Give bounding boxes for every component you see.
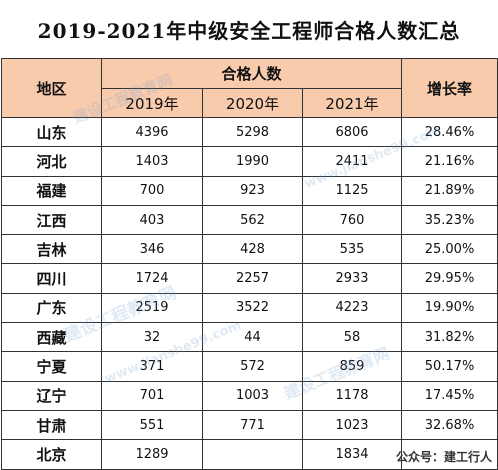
value-2019-cell: 346 [101,234,203,265]
header-year-2019: 2019年 [101,88,203,118]
table-row: 吉林 346 428 535 25.00% [1,234,498,265]
growth-cell: 32.68% [401,409,498,441]
region-cell: 西藏 [1,322,102,353]
header-region: 地区 [1,58,102,118]
region-cell: 福建 [1,175,102,206]
value-2021-cell: 1834 [301,439,403,470]
header-year-2020: 2020年 [202,88,303,118]
region-cell: 甘肃 [1,409,102,441]
region-cell: 广东 [1,292,102,324]
header-pass-count: 合格人数 [100,58,403,89]
table-row: 山东 4396 5298 6806 28.46% [1,116,498,148]
growth-cell: 17.45% [401,380,498,411]
value-2021-cell: 2411 [301,146,403,177]
growth-cell: 31.82% [401,322,498,353]
value-2019-cell: 1289 [101,439,203,470]
table-row: 江西 403 562 760 35.23% [1,204,498,236]
value-2021-cell: 859 [301,351,403,382]
value-2020-cell: 428 [202,234,303,265]
value-2021-cell: 4223 [301,292,403,324]
value-2019-cell: 32 [101,322,203,353]
value-2019-cell: 403 [101,204,203,236]
value-2021-cell: 760 [301,204,403,236]
value-2021-cell: 58 [301,322,403,353]
value-2021-cell: 2933 [301,263,403,294]
table-row: 宁夏 371 572 859 50.17% [1,351,498,382]
region-cell: 辽宁 [1,380,102,411]
value-2019-cell: 1403 [101,146,203,177]
header-growth: 增长率 [401,58,498,118]
value-2020-cell [202,439,303,470]
value-2019-cell: 551 [101,409,203,441]
growth-cell: 21.89% [401,175,498,206]
table-row: 甘肃 551 771 1023 32.68% [1,409,498,441]
value-2019-cell: 2519 [101,292,203,324]
table-row: 广东 2519 3522 4223 19.90% [1,292,498,324]
growth-cell: 50.17% [401,351,498,382]
value-2021-cell: 1023 [301,409,403,441]
value-2020-cell: 3522 [202,292,303,324]
pass-count-table: 地区 合格人数 增长率 2019年 2020年 2021年 山东 4396 5298… [1,58,498,470]
table-row: 辽宁 701 1003 1178 17.45% [1,380,498,411]
table-row: 四川 1724 2257 2933 29.95% [1,263,498,294]
value-2020-cell: 771 [202,409,303,441]
value-2019-cell: 701 [101,380,203,411]
growth-cell: 21.16% [401,146,498,177]
region-cell: 吉林 [1,234,102,265]
table-row: 河北 1403 1990 2411 21.16% [1,146,498,177]
value-2019-cell: 1724 [101,263,203,294]
value-2020-cell: 1990 [202,146,303,177]
table-row: 西藏 32 44 58 31.82% [1,322,498,353]
growth-cell: 28.46% [401,116,498,148]
value-2020-cell: 562 [202,204,303,236]
value-2021-cell: 1125 [301,175,403,206]
region-cell: 河北 [1,146,102,177]
region-cell: 四川 [1,263,102,294]
growth-cell: 19.90% [401,292,498,324]
value-2021-cell: 6806 [301,116,403,148]
value-2019-cell: 4396 [101,116,203,148]
value-2020-cell: 2257 [202,263,303,294]
header-year-2021: 2021年 [301,88,403,118]
value-2020-cell: 44 [202,322,303,353]
value-2019-cell: 371 [101,351,203,382]
value-2020-cell: 923 [202,175,303,206]
growth-cell: 35.23% [401,204,498,236]
growth-cell: 25.00% [401,234,498,265]
region-cell: 北京 [1,439,102,470]
value-2020-cell: 572 [202,351,303,382]
table-row: 北京 1289 1834 [1,439,498,470]
value-2020-cell: 5298 [202,116,303,148]
growth-cell: 29.95% [401,263,498,294]
value-2020-cell: 1003 [202,380,303,411]
value-2019-cell: 700 [101,175,203,206]
footer-credit: 公众号：建工行人 [395,450,492,464]
value-2021-cell: 1178 [301,380,403,411]
region-cell: 山东 [1,116,102,148]
table-row: 福建 700 923 1125 21.89% [1,175,498,206]
value-2021-cell: 535 [301,234,403,265]
table-title: 2019-2021年中级安全工程师合格人数汇总 [37,18,461,43]
region-cell: 江西 [1,204,102,236]
region-cell: 宁夏 [1,351,102,382]
